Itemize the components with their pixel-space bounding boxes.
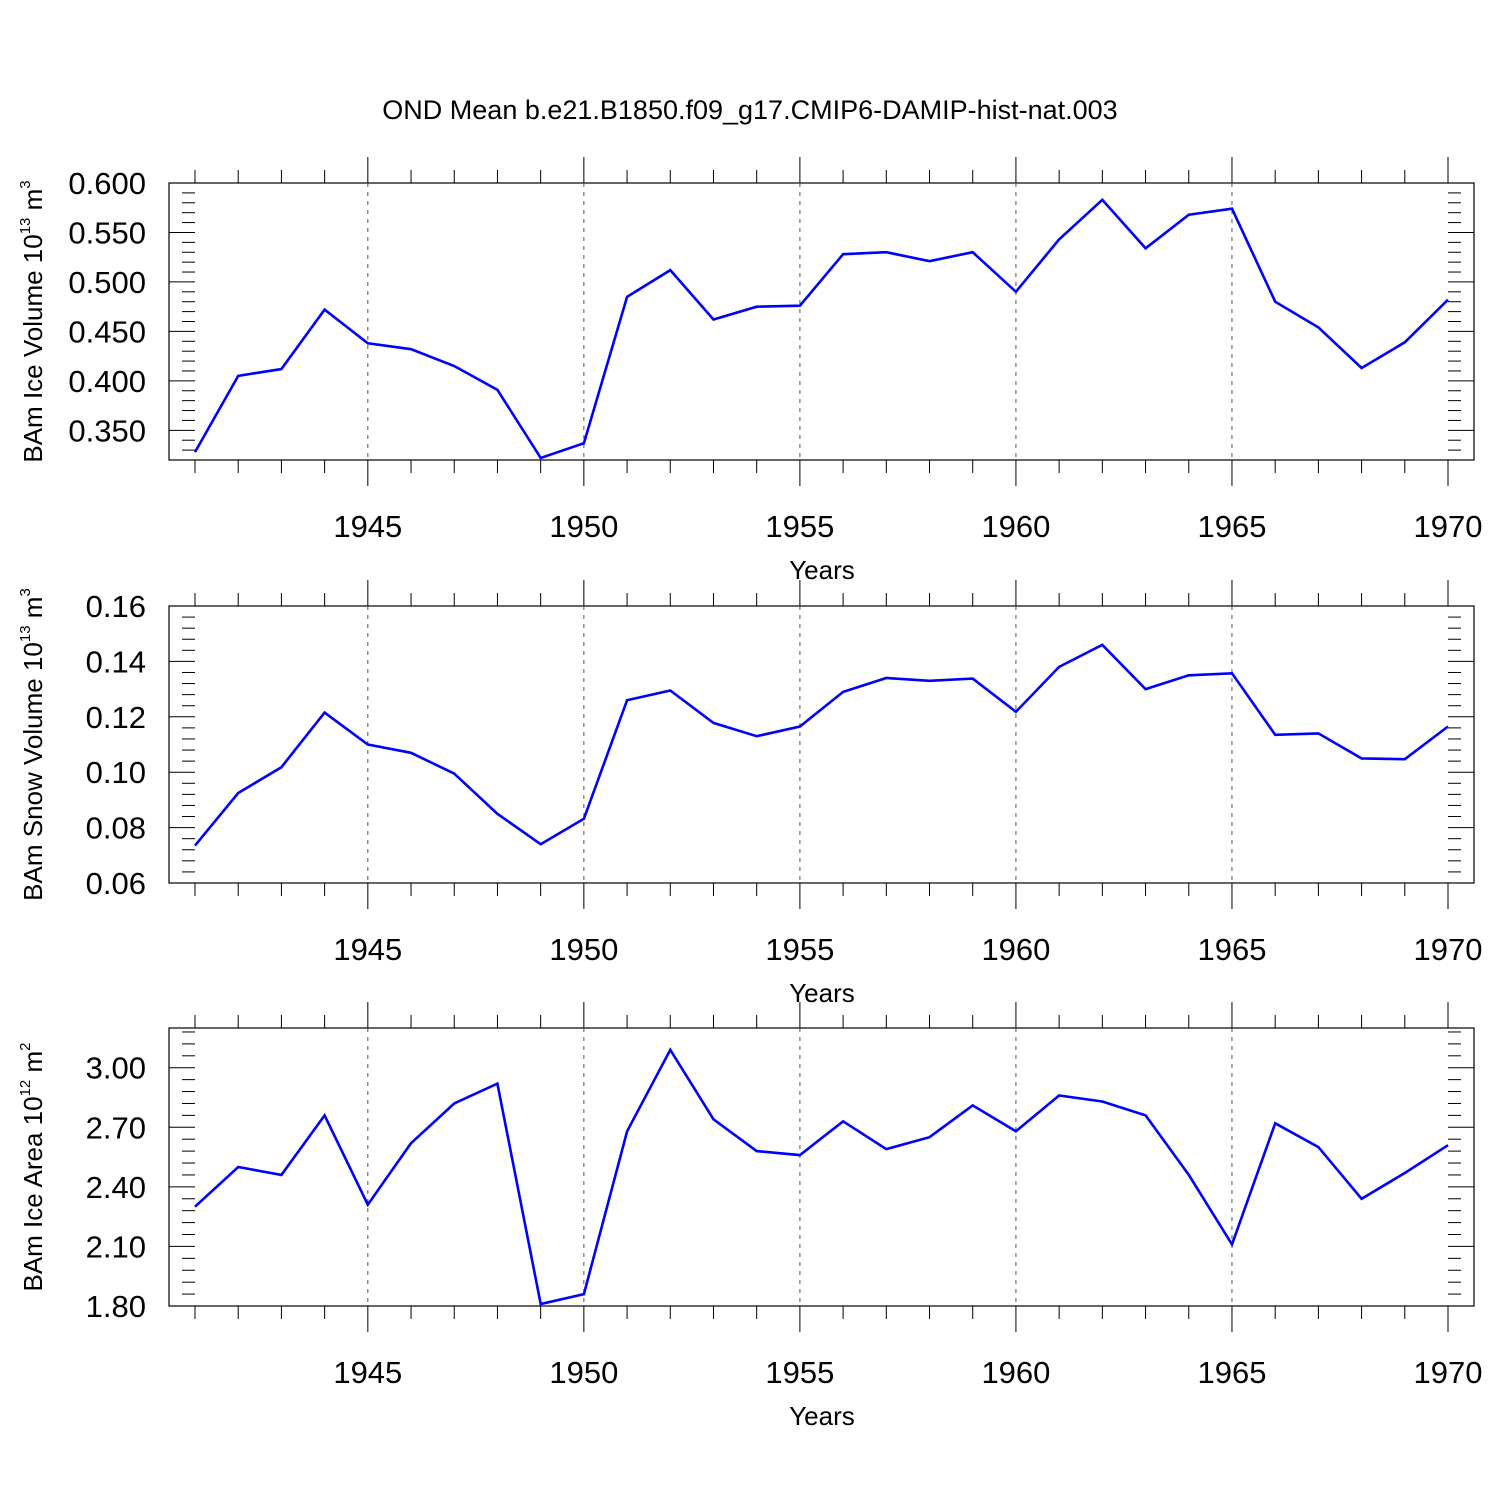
y-axis-title-text: BAm Snow Volume 10 (18, 642, 48, 901)
panel-ice-volume: 1945 1950 1955 1960 1965 1970 0.350 0.400 0.450 0… (17, 157, 1482, 585)
x-tick-label: 1960 (981, 1355, 1050, 1390)
x-tick-label: 1965 (1197, 932, 1266, 967)
x-axis-title: Years (789, 555, 855, 585)
y-tick-label: 2.10 (86, 1229, 146, 1264)
plot-frame (168, 1027, 1475, 1307)
y-axis-title-unit: m (18, 189, 48, 218)
x-axis-title: Years (789, 978, 855, 1008)
y-axis-title-exponent: 12 (17, 1080, 34, 1097)
x-tick-label: 1945 (333, 1355, 402, 1390)
data-line (193, 197, 1449, 460)
y-axis-title-text: BAm Ice Area 10 (18, 1096, 48, 1291)
y-axis-title-unit: m (18, 597, 48, 626)
plot-frame (168, 605, 1475, 884)
y-tick-label: 0.06 (86, 866, 146, 901)
y-axis-title: BAm Ice Volume 1013 m3 (17, 180, 48, 462)
y-axis-title-exponent: 13 (17, 625, 34, 642)
x-tick-label: 1950 (549, 1355, 618, 1390)
y-tick-label: 2.70 (86, 1110, 146, 1145)
x-tick-label: 1955 (765, 1355, 834, 1390)
y-tick-label: 0.500 (68, 265, 146, 300)
x-tick-label: 1970 (1414, 1355, 1483, 1390)
y-tick-label: 0.16 (86, 589, 146, 624)
x-tick-label: 1970 (1414, 932, 1483, 967)
y-tick-label: 0.600 (68, 166, 146, 201)
data-line (193, 643, 1449, 847)
x-tick-label: 1960 (981, 509, 1050, 544)
x-tick-label: 1970 (1414, 509, 1483, 544)
x-tick-label: 1965 (1197, 509, 1266, 544)
y-axis-title-unit-exponent: 2 (17, 1042, 34, 1050)
panel-snow-volume: 1945 1950 1955 1960 1965 1970 0.06 0.08 0.10 0.12… (17, 580, 1482, 1008)
y-axis-title-unit-exponent: 3 (17, 588, 34, 596)
x-tick-label: 1945 (333, 932, 402, 967)
data-line (194, 1047, 1449, 1306)
y-axis-title-unit-exponent: 3 (17, 180, 34, 188)
y-tick-label: 2.40 (86, 1170, 146, 1205)
y-axis-title: BAm Ice Area 1012 m2 (17, 1042, 48, 1291)
y-tick-label: 1.80 (86, 1289, 146, 1324)
y-tick-label: 3.00 (86, 1051, 146, 1086)
x-tick-label: 1955 (765, 509, 834, 544)
y-tick-label: 0.350 (68, 413, 146, 448)
y-tick-label: 0.08 (86, 811, 146, 846)
x-tick-label: 1945 (333, 509, 402, 544)
panel-ice-area: 1945 1950 1955 1960 1965 1970 1.80 2.10 2.40 2.70… (17, 1002, 1482, 1431)
y-tick-label: 0.14 (86, 644, 146, 679)
y-tick-label: 0.550 (68, 215, 146, 250)
y-axis-title-text: BAm Ice Volume 10 (18, 234, 48, 462)
x-axis-title: Years (789, 1401, 855, 1431)
y-tick-label: 0.12 (86, 700, 146, 735)
y-tick-label: 0.450 (68, 314, 146, 349)
x-tick-label: 1950 (549, 932, 618, 967)
y-axis-title: BAm Snow Volume 1013 m3 (17, 588, 48, 901)
y-axis-title-exponent: 13 (17, 218, 34, 235)
y-tick-label: 0.10 (86, 755, 146, 790)
x-tick-label: 1960 (981, 932, 1050, 967)
plot-frame (168, 182, 1475, 461)
x-tick-label: 1965 (1197, 1355, 1266, 1390)
x-tick-label: 1950 (549, 509, 618, 544)
figure-title: OND Mean b.e21.B1850.f09_g17.CMIP6-DAMIP… (382, 95, 1117, 125)
x-tick-label: 1955 (765, 932, 834, 967)
y-tick-label: 0.400 (68, 364, 146, 399)
y-axis-title-unit: m (18, 1051, 48, 1080)
